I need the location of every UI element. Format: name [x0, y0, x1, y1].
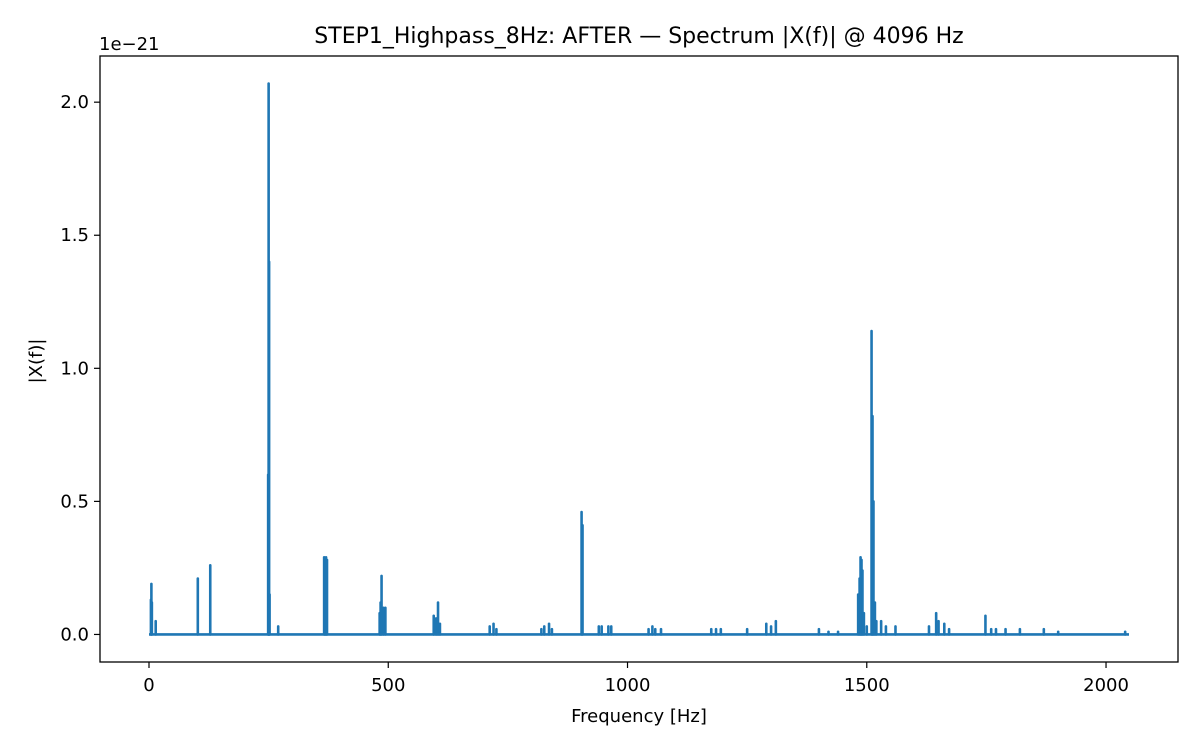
x-tick-label: 500: [371, 675, 405, 696]
x-tick-label: 1500: [844, 675, 890, 696]
x-axis-ticks: 0 500 1000 1500 2000: [143, 662, 1129, 696]
y-axis-label: |X(f)|: [26, 339, 47, 384]
y-tick-label: 1.5: [60, 225, 89, 246]
y-tick-label: 0.0: [60, 624, 89, 645]
y-axis-ticks: 0.0 0.5 1.0 1.5 2.0: [60, 92, 100, 645]
x-tick-label: 2000: [1083, 675, 1129, 696]
x-tick-label: 0: [143, 675, 154, 696]
y-tick-label: 2.0: [60, 92, 89, 113]
axes-frame: [99, 55, 1179, 663]
y-axis-offset-label: 1e−21: [99, 34, 160, 55]
x-axis-label: Frequency [Hz]: [571, 706, 707, 727]
x-tick-label: 1000: [605, 675, 651, 696]
y-tick-label: 0.5: [60, 491, 89, 512]
y-tick-label: 1.0: [60, 358, 89, 379]
chart-title: STEP1_Highpass_8Hz: AFTER — Spectrum |X(…: [314, 24, 963, 49]
plot-area: [149, 82, 1129, 636]
